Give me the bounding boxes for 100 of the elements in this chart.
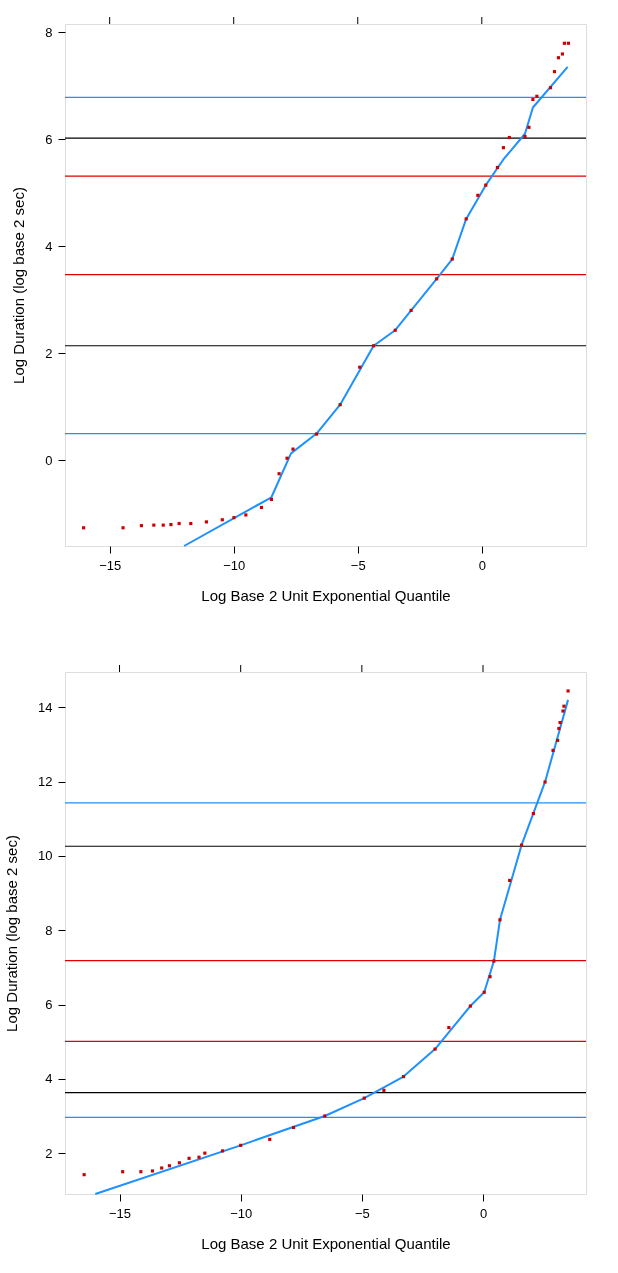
point [468, 1004, 472, 1008]
point [484, 183, 488, 187]
y-tick-label: 6 [45, 131, 53, 147]
point [551, 748, 555, 752]
point [121, 526, 125, 530]
point [435, 277, 439, 281]
point [560, 52, 565, 56]
point [197, 1155, 201, 1159]
point [492, 959, 496, 963]
point [268, 1137, 272, 1141]
point [139, 1170, 143, 1174]
y-tick-label: 4 [45, 1071, 53, 1087]
x-axis-title: Log Base 2 Unit Exponential Quantile [201, 1234, 451, 1252]
y-tick-label: 6 [45, 997, 53, 1013]
point [189, 521, 193, 526]
point [482, 990, 486, 994]
point [556, 56, 561, 60]
point [372, 344, 376, 348]
y-tick-label: 10 [38, 848, 53, 864]
point [409, 308, 413, 313]
x-tick-label: −5 [354, 1205, 370, 1221]
point [566, 41, 570, 45]
point [169, 523, 173, 527]
point [314, 432, 319, 436]
y-tick-label: 2 [45, 345, 53, 361]
point [358, 365, 362, 369]
point [535, 94, 539, 98]
point [561, 709, 565, 713]
point [557, 726, 561, 731]
point [393, 328, 397, 332]
point [562, 704, 566, 708]
x-tick-label: −10 [223, 557, 246, 573]
point [285, 456, 289, 460]
x-tick-label: −10 [230, 1205, 253, 1221]
x-tick-label: 0 [478, 557, 486, 573]
point [543, 780, 547, 784]
point [523, 134, 527, 139]
point [152, 523, 156, 527]
point [558, 720, 562, 725]
point [239, 1143, 243, 1147]
y-tick-label: 8 [45, 24, 53, 40]
point [177, 521, 181, 526]
point [167, 1164, 172, 1168]
x-tick-label: −5 [350, 557, 366, 573]
y-tick-label: 8 [45, 922, 53, 938]
point [464, 217, 468, 221]
y-tick-label: 12 [38, 774, 53, 790]
point [220, 518, 224, 522]
x-tick-label: −15 [99, 557, 122, 573]
point [531, 811, 535, 816]
y-tick-label: 0 [45, 452, 53, 468]
y-tick-label: 4 [45, 238, 53, 254]
point [433, 1047, 437, 1051]
point [269, 497, 273, 501]
point [556, 738, 560, 742]
point [450, 257, 454, 261]
point [447, 1025, 451, 1030]
point [508, 878, 512, 883]
point [488, 975, 492, 979]
point [139, 524, 143, 528]
x-tick-label: −15 [108, 1205, 132, 1221]
point [519, 843, 524, 847]
point [121, 1170, 125, 1174]
point [161, 523, 165, 527]
point [291, 1125, 296, 1130]
point [527, 125, 531, 129]
point [150, 1169, 155, 1173]
point [160, 1166, 164, 1170]
point [362, 1096, 366, 1100]
point [566, 689, 570, 693]
point [244, 513, 248, 517]
point [323, 1114, 327, 1118]
point [552, 70, 557, 74]
point [277, 472, 281, 476]
point [259, 505, 264, 510]
y-tick-label: 14 [38, 699, 53, 715]
point [401, 1075, 406, 1079]
x-tick-label: 0 [479, 1205, 488, 1221]
point [220, 1149, 225, 1153]
point [548, 86, 553, 90]
point [82, 1173, 86, 1177]
point [82, 526, 86, 530]
point [291, 447, 295, 451]
y-axis-title: Log Duration (log base 2 sec) [10, 187, 28, 384]
point [232, 516, 236, 520]
point [501, 146, 505, 150]
point [177, 1161, 181, 1165]
point [338, 403, 342, 407]
point [507, 135, 511, 140]
point [498, 918, 502, 922]
point [562, 41, 566, 45]
point [382, 1088, 386, 1092]
point [187, 1156, 191, 1160]
x-axis-title: Log Base 2 Unit Exponential Quantile [201, 586, 451, 604]
point [203, 1151, 207, 1155]
point [476, 193, 480, 197]
y-tick-label: 2 [45, 1145, 53, 1161]
y-axis-title: Log Duration (log base 2 sec) [3, 835, 21, 1032]
point [204, 520, 208, 524]
point [531, 97, 535, 102]
